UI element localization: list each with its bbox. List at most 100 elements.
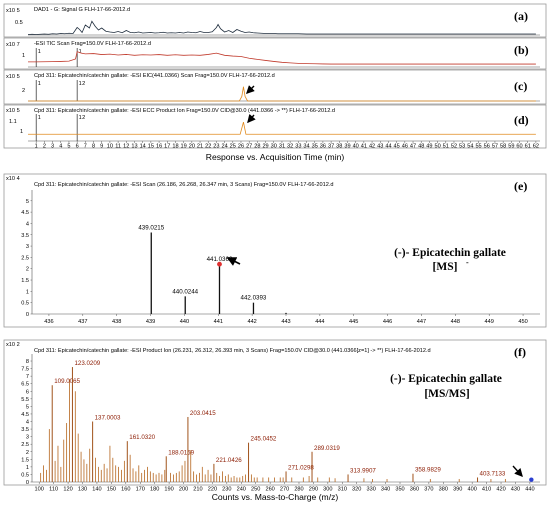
y-tick-label-f: 1 (26, 465, 29, 471)
arrow-f (512, 465, 523, 478)
x-tick-label-d: 10 (107, 144, 113, 150)
y-tick-label-f: 0 (26, 480, 29, 486)
y-multiplier-d: x10 5 (6, 108, 20, 114)
x-tick-label-e: 436 (44, 319, 53, 325)
peak-label-f: 161.0320 (129, 434, 155, 441)
y-tick-label-e: 4 (26, 221, 29, 227)
x-tick-label-f: 350 (395, 487, 404, 493)
x-tick-label-d: 56 (484, 144, 490, 150)
panel-title-d: Cpd 311: Epicatechin/catechin gallate: -… (34, 108, 335, 114)
y-tick-label-f: 0.5 (21, 472, 29, 478)
x-tick-label-f: 100 (35, 487, 44, 493)
peak-label-f: 188.0159 (168, 449, 194, 456)
x-tick-label-e: 440 (180, 319, 189, 325)
y-tick-label-e: 3 (26, 244, 29, 250)
ytick-d-2: 1 (20, 129, 23, 135)
compound-annotation-e: (-)- Epicatechin gallate (394, 247, 506, 259)
x-tick-label-d: 18 (172, 144, 178, 150)
spectrum-f: 109.0065 123.0209 137.0003 161.0320 188.0159… (40, 360, 534, 482)
x-tick-label-d: 17 (164, 144, 170, 150)
x-tick-label-e: 450 (518, 319, 527, 325)
x-tick-label-d: 46 (402, 144, 408, 150)
y-tick-label-e: 5 (26, 199, 29, 205)
x-tick-label-e: 448 (451, 319, 460, 325)
panel-title-a: DAD1 - G: Signal G FLH-17-66-2012.d (34, 7, 130, 13)
spectrum-panel-e: x10 4 Cpd 311: Epicatechin/catechin gall… (3, 173, 547, 328)
x-tick-label-d: 13 (131, 144, 137, 150)
segment-label-3-0: 1 (38, 81, 41, 87)
peak-label-f: 203.0415 (190, 410, 216, 417)
y-tick-label-f: 3 (26, 435, 29, 441)
x-tick-label-d: 54 (467, 144, 473, 150)
x-tick-label-e: 441 (214, 319, 223, 325)
peak-label-f: 313.9907 (350, 467, 376, 474)
y-tick-label-f: 7.5 (21, 367, 29, 373)
x-tick-label-f: 130 (78, 487, 87, 493)
x-tick-label-f: 110 (49, 487, 58, 493)
x-tick-label-d: 25 (230, 144, 236, 150)
peak-label-f: 245.0452 (251, 436, 277, 443)
x-tick-label-f: 390 (453, 487, 462, 493)
x-tick-label-f: 320 (352, 487, 361, 493)
x-tick-label-e: 439 (146, 319, 155, 325)
y-tick-labels-f: 0 0.51 1.52 2.53 3.54 4.5 55.5 66.5 77.5 8 (21, 354, 33, 486)
x-tick-label-d: 4 (59, 144, 62, 150)
x-tick-label-e: 449 (485, 319, 494, 325)
panel-label-d: (d) (514, 113, 529, 127)
x-tick-label-d: 26 (238, 144, 244, 150)
x-tick-label-f: 190 (164, 487, 173, 493)
x-tick-label-d: 47 (410, 144, 416, 150)
peak-label-e: 442.0393 (241, 295, 267, 302)
precursor-marker-f (529, 477, 534, 482)
peak-label-e: 439.0215 (138, 224, 164, 231)
x-tick-label-d: 43 (377, 144, 383, 150)
x-tick-label-d: 39 (344, 144, 350, 150)
y-multiplier-f: x10 2 (6, 342, 20, 348)
x-tick-label-d: 22 (205, 144, 211, 150)
chromatogram-panel-d: x10 5 Cpd 311: Epicatechin/catechin gall… (3, 104, 547, 150)
chromatogram-panel-c: x10 5 Cpd 311: Epicatechin/catechin gall… (3, 69, 547, 105)
x-tick-label-f: 180 (150, 487, 159, 493)
y-tick-label-f: 3.5 (21, 427, 29, 433)
arrow-e (226, 257, 241, 266)
x-tick-label-f: 400 (467, 487, 476, 493)
x-tick-label-e: 442 (247, 319, 256, 325)
x-tick-label-f: 270 (280, 487, 289, 493)
x-tick-label-d: 50 (434, 144, 440, 150)
y-tick-label-e: 2.5 (21, 255, 29, 261)
x-tick-label-d: 37 (328, 144, 334, 150)
x-tick-label-e: 443 (281, 319, 290, 325)
peak-label-f: 403.7133 (480, 470, 506, 477)
y-tick-label-f: 1.5 (21, 457, 29, 463)
x-tick-label-d: 20 (189, 144, 195, 150)
x-tick-label-d: 57 (492, 144, 498, 150)
x-tick-label-d: 59 (508, 144, 514, 150)
x-tick-label-d: 62 (533, 144, 539, 150)
x-tick-label-d: 42 (369, 144, 375, 150)
x-tick-label-f: 200 (179, 487, 188, 493)
segment-label-3-1: 1 (79, 81, 82, 87)
x-tick-label-f: 140 (92, 487, 101, 493)
y-tick-label-f: 6.5 (21, 382, 29, 388)
x-axis-title-d: Response vs. Acquisition Time (min) (206, 152, 345, 162)
x-tick-label-f: 220 (208, 487, 217, 493)
x-tick-label-f: 120 (63, 487, 72, 493)
x-tick-label-d: 52 (451, 144, 457, 150)
x-tick-label-d: 38 (336, 144, 342, 150)
panel-label-e: (e) (514, 179, 527, 193)
segment-label-2-0: 1 (38, 49, 41, 55)
spectrum-panel-f: x10 2 Cpd 311: Epicatechin/catechin gall… (3, 339, 547, 493)
y-tick-label-f: 6 (26, 389, 29, 395)
ms-annotation-e-superscript: - (466, 258, 469, 267)
peak-label-f: 271.0298 (288, 464, 314, 471)
x-tick-label-d: 19 (181, 144, 187, 150)
x-tick-label-d: 15 (148, 144, 154, 150)
x-tick-label-f: 360 (410, 487, 419, 493)
x-tick-label-d: 21 (197, 144, 203, 150)
x-tick-label-d: 11 (115, 144, 121, 150)
x-tick-label-d: 14 (140, 144, 146, 150)
x-tick-label-d: 34 (303, 144, 309, 150)
